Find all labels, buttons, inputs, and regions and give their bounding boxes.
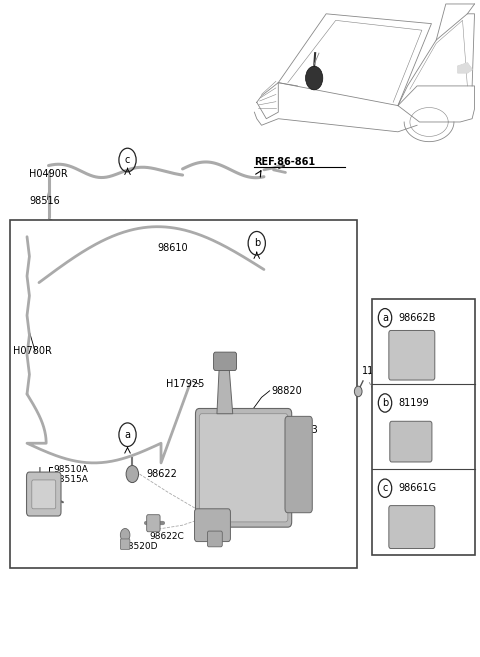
FancyBboxPatch shape: [389, 506, 435, 549]
Text: H17925: H17925: [166, 379, 204, 389]
Text: 98622C: 98622C: [149, 532, 184, 541]
Text: b: b: [382, 398, 388, 408]
Text: 11281: 11281: [362, 366, 393, 376]
Text: 98662B: 98662B: [398, 313, 435, 323]
Text: 98820: 98820: [271, 386, 302, 396]
FancyBboxPatch shape: [147, 514, 160, 532]
Text: 98610: 98610: [158, 243, 188, 253]
Polygon shape: [217, 365, 233, 414]
Text: H0490R: H0490R: [29, 170, 68, 179]
Circle shape: [120, 528, 130, 541]
Text: 98661G: 98661G: [398, 483, 436, 493]
Text: b: b: [253, 238, 260, 248]
FancyBboxPatch shape: [207, 531, 222, 547]
FancyBboxPatch shape: [285, 417, 312, 512]
Text: c: c: [383, 483, 388, 493]
Text: 81199: 81199: [398, 398, 429, 408]
Text: 98623: 98623: [288, 425, 319, 435]
Text: 98516: 98516: [29, 196, 60, 206]
Text: 98510A: 98510A: [53, 465, 88, 474]
FancyBboxPatch shape: [390, 421, 432, 462]
Bar: [372, 299, 475, 555]
Text: 98515A: 98515A: [53, 475, 88, 484]
Text: H0780R: H0780R: [12, 346, 51, 357]
FancyBboxPatch shape: [26, 472, 61, 516]
FancyBboxPatch shape: [195, 409, 292, 527]
Circle shape: [354, 386, 362, 397]
FancyBboxPatch shape: [199, 414, 288, 522]
Text: 98622: 98622: [147, 469, 178, 479]
Text: c: c: [125, 155, 130, 165]
FancyBboxPatch shape: [32, 480, 56, 509]
Polygon shape: [458, 63, 472, 73]
FancyBboxPatch shape: [194, 509, 230, 541]
Circle shape: [126, 466, 139, 483]
FancyBboxPatch shape: [214, 352, 237, 371]
FancyBboxPatch shape: [389, 330, 435, 380]
Circle shape: [306, 66, 323, 90]
Text: 98520D: 98520D: [123, 542, 158, 551]
Bar: [10, 220, 357, 568]
FancyBboxPatch shape: [120, 539, 130, 549]
Text: REF.86-861: REF.86-861: [254, 156, 315, 167]
Text: a: a: [382, 313, 388, 323]
Text: a: a: [124, 430, 131, 440]
